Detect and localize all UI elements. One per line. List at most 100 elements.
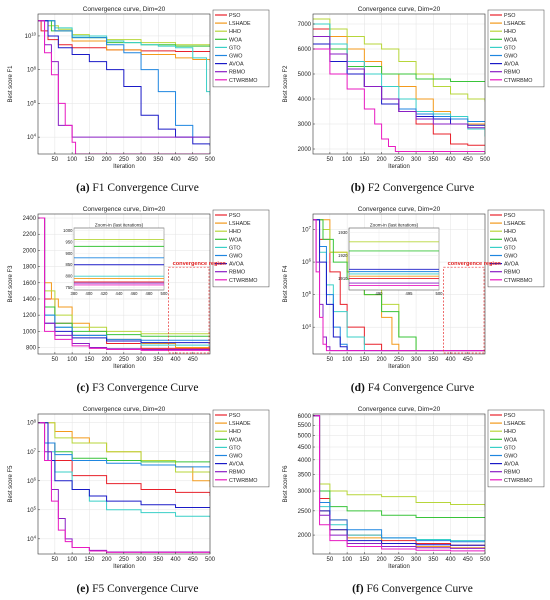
legend-label-gwo: GWO	[504, 54, 517, 60]
zoom-inset: 490 495 500 1910 1920 1930 Zoom-in (last itera…	[338, 223, 443, 297]
series-line-gto	[313, 415, 485, 542]
legend-label-ctwrbmo: CTWRBMO	[229, 278, 257, 284]
x-tick-label: 350	[428, 357, 439, 363]
legend-label-gwo: GWO	[229, 254, 242, 260]
inset-x-tick-label: 495	[406, 291, 414, 296]
y-tick-label: 2400	[23, 216, 37, 222]
x-tick-label: 50	[327, 157, 334, 163]
caption-letter: (a)	[76, 182, 90, 194]
legend-label-rbmo: RBMO	[229, 270, 245, 276]
x-tick-label: 100	[67, 357, 78, 363]
y-tick-label: 4000	[298, 458, 312, 464]
chart-title: Convergence curve, Dim=20	[358, 206, 441, 213]
legend-label-woa: WOA	[504, 237, 517, 243]
legend: PSO LSHADE HHO WOA GTO GWO AVOA RBMO CTWRBMO	[487, 409, 545, 488]
x-tick-label: 250	[119, 557, 130, 563]
legend-label-rbmo: RBMO	[504, 470, 520, 476]
legend-label-lshade: LSHADE	[229, 221, 251, 227]
convergence-chart-f4: 50 100 150 200 250 300 350 400 450 107 106 105 104 Co…	[283, 206, 545, 370]
chart-panel-f4: 50 100 150 200 250 300 350 400 450 107 106 105 104 Co…	[275, 200, 550, 382]
legend-label-avoa: AVOA	[229, 62, 244, 68]
legend-label-ctwrbmo: CTWRBMO	[504, 78, 532, 84]
x-tick-label: 300	[411, 557, 422, 563]
caption-letter: (c)	[76, 382, 90, 394]
x-tick-label: 50	[52, 157, 59, 163]
legend-label-gto: GTO	[229, 45, 241, 51]
legend-label-lshade: LSHADE	[504, 221, 526, 227]
legend-label-gto: GTO	[504, 445, 516, 451]
x-tick-label: 450	[188, 557, 199, 563]
inset-x-tick-label: 380	[71, 291, 79, 296]
tick-labels: 50 100 150 200 250 300 350 400 450 107 106 105 104	[302, 225, 473, 363]
caption-letter: (e)	[76, 583, 90, 595]
series-group	[38, 217, 210, 351]
inset-y-tick-label: 1920	[338, 253, 348, 258]
x-tick-label: 400	[446, 557, 457, 563]
y-tick-label: 108	[27, 65, 37, 73]
caption-text: F1 Convergence Curve	[89, 182, 199, 194]
y-tick-label: 6000	[298, 47, 312, 53]
legend-label-gwo: GWO	[504, 454, 517, 460]
legend-label-woa: WOA	[229, 237, 242, 243]
series-line-hho	[313, 18, 485, 102]
inset-x-tick-label: 480	[146, 291, 154, 296]
legend: PSO LSHADE HHO WOA GTO GWO AVOA RBMO CTWRBMO	[487, 9, 545, 88]
x-tick-label: 250	[119, 157, 130, 163]
inset-y-tick-label: 850	[66, 262, 74, 267]
caption-text: F3 Convergence Curve	[89, 382, 199, 394]
y-tick-label: 1800	[23, 265, 37, 271]
legend-label-rbmo: RBMO	[504, 70, 520, 76]
x-tick-label: 450	[463, 357, 474, 363]
x-tick-label: 200	[377, 557, 388, 563]
caption-text: F5 Convergence Curve	[89, 583, 199, 595]
x-tick-label: 300	[411, 357, 422, 363]
legend-label-pso: PSO	[504, 413, 515, 419]
y-tick-label: 104	[27, 133, 37, 141]
series-line-hho	[313, 415, 485, 507]
chart-title: Convergence curve, Dim=20	[83, 206, 166, 213]
series-line-hho	[38, 422, 210, 481]
inset-y-tick-label: 950	[66, 239, 74, 244]
x-tick-label: 150	[359, 557, 370, 563]
x-tick-label: 450	[463, 557, 474, 563]
x-tick-label: 350	[153, 157, 164, 163]
series-line-ctwrbmo	[38, 422, 210, 553]
series-line-avoa	[313, 219, 485, 352]
legend-label-hho: HHO	[504, 29, 516, 35]
x-tick-label: 250	[394, 557, 405, 563]
inset-x-tick-label: 490	[376, 291, 384, 296]
x-tick-label: 50	[52, 557, 59, 563]
legend: PSO LSHADE HHO WOA GTO GWO AVOA RBMO CTWRBMO	[212, 409, 270, 488]
series-line-rbmo	[38, 422, 210, 553]
y-tick-label: 4000	[298, 97, 312, 103]
x-tick-label: 450	[463, 157, 474, 163]
x-tick-label: 200	[102, 157, 113, 163]
x-axis-label: Iteration	[113, 364, 135, 370]
inset-y-tick-label: 900	[66, 251, 74, 256]
y-tick-label: 104	[302, 323, 312, 331]
x-tick-label: 200	[102, 357, 113, 363]
inset-x-tick-label: 500	[161, 291, 169, 296]
legend-label-avoa: AVOA	[229, 262, 244, 268]
y-tick-label: 108	[27, 418, 37, 426]
inset-x-tick-label: 420	[101, 291, 109, 296]
series-group	[313, 18, 485, 152]
y-tick-label: 1000	[23, 329, 37, 335]
series-line-ctwrbmo	[38, 217, 210, 351]
chart-title: Convergence curve, Dim=20	[358, 6, 441, 13]
x-tick-label: 350	[153, 357, 164, 363]
inset-title: Zoom-in (last iterations)	[370, 223, 419, 228]
x-tick-label: 150	[84, 557, 95, 563]
x-axis-label: Iteration	[388, 564, 410, 570]
x-tick-label: 500	[205, 557, 216, 563]
y-tick-label: 106	[27, 476, 37, 484]
legend-label-lshade: LSHADE	[504, 21, 526, 27]
legend-label-ctwrbmo: CTWRBMO	[504, 278, 532, 284]
y-tick-label: 800	[26, 346, 37, 352]
x-tick-label: 500	[480, 557, 491, 563]
inset-y-tick-label: 1000	[63, 228, 73, 233]
y-tick-label: 3500	[298, 472, 312, 478]
x-tick-label: 500	[205, 157, 216, 163]
series-line-pso	[313, 219, 485, 352]
convergence-chart-f2: 50 100 150 200 250 300 350 400 450 500 2000 3000 400…	[283, 6, 545, 170]
